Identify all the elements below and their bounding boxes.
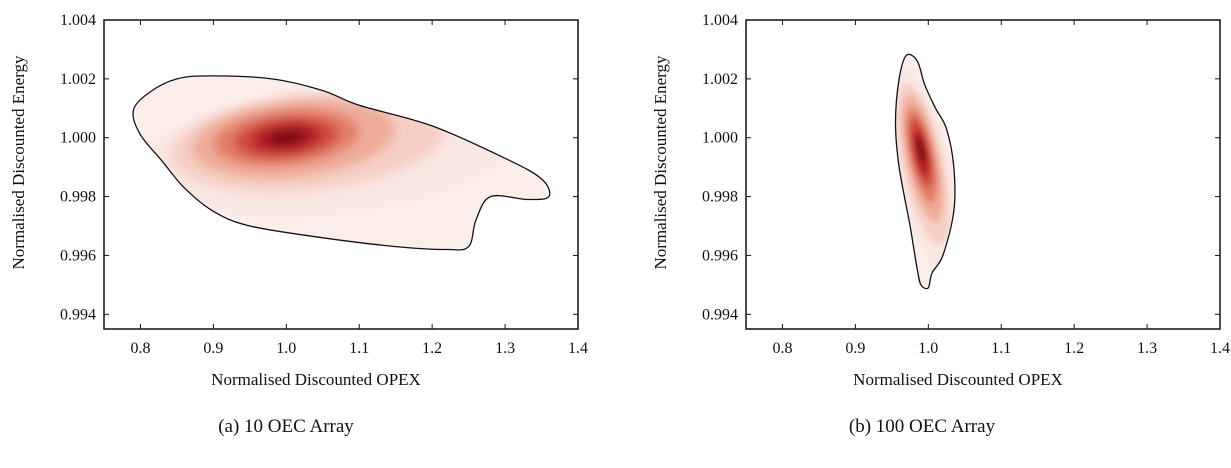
y-tick-label: 1.004: [60, 12, 96, 29]
x-tick-label: 1.1: [349, 340, 369, 357]
y-tick-label: 0.994: [60, 306, 96, 323]
x-tick-label: 1.3: [495, 340, 515, 357]
panel-a-x-ticks: 0.8 0.9 1.0 1.1 1.2 1.3 1.4: [130, 20, 588, 357]
y-tick-label: 0.996: [60, 247, 96, 264]
x-tick-label: 0.8: [130, 340, 150, 357]
panel-a: 0.8 0.9 1.0 1.1 1.2 1.3 1.4 0.994 0.996 0.998 1.0…: [9, 12, 588, 389]
x-tick-label: 0.9: [203, 340, 223, 357]
y-tick-label: 1.002: [702, 71, 738, 88]
panel-a-outer-contour: [132, 75, 551, 251]
panel-b-x-ticks: 0.8 0.9 1.0 1.1 1.2 1.3 1.4: [772, 20, 1230, 357]
panel-b-x-axis-label: Normalised Discounted OPEX: [853, 370, 1063, 389]
panel-b-density: [895, 55, 954, 288]
x-tick-label: 1.2: [1064, 340, 1084, 357]
density-level-7: [916, 136, 926, 163]
x-tick-label: 1.3: [1137, 340, 1157, 357]
x-tick-label: 1.4: [1210, 340, 1230, 357]
panel-b: 0.8 0.9 1.0 1.1 1.2 1.3 1.4 0.994 0.996 0.998 1.0…: [651, 12, 1230, 389]
y-tick-label: 0.994: [702, 306, 738, 323]
panel-b-frame: [745, 19, 1221, 330]
panel-a-x-axis-label: Normalised Discounted OPEX: [211, 370, 421, 389]
y-tick-label: 0.996: [702, 247, 738, 264]
y-tick-label: 0.998: [60, 189, 96, 206]
x-tick-label: 1.1: [991, 340, 1011, 357]
x-tick-label: 0.9: [845, 340, 865, 357]
panel-b-caption: (b) 100 OEC Array: [848, 416, 996, 437]
panel-a-frame: [103, 19, 579, 330]
x-tick-label: 1.2: [422, 340, 442, 357]
y-tick-label: 1.004: [702, 12, 738, 29]
panel-b-y-axis-label: Normalised Discounted Energy: [651, 55, 670, 270]
panel-b-y-ticks: 0.994 0.996 0.998 1.000 1.002 1.004: [702, 12, 1220, 323]
y-tick-label: 1.000: [702, 130, 738, 147]
panel-a-caption: (a) 10 OEC Array: [218, 416, 354, 437]
x-tick-label: 1.4: [568, 340, 588, 357]
y-tick-label: 1.002: [60, 71, 96, 88]
panel-a-y-axis-label: Normalised Discounted Energy: [9, 55, 28, 270]
panel-b-outer-contour: [894, 53, 956, 290]
y-tick-label: 0.998: [702, 189, 738, 206]
y-tick-label: 1.000: [60, 130, 96, 147]
x-tick-label: 1.0: [918, 340, 938, 357]
density-level-7: [267, 129, 306, 147]
panel-a-y-ticks: 0.994 0.996 0.998 1.000 1.002 1.004: [60, 12, 578, 323]
x-tick-label: 0.8: [772, 340, 792, 357]
x-tick-label: 1.0: [276, 340, 296, 357]
panel-a-density: [133, 75, 549, 250]
